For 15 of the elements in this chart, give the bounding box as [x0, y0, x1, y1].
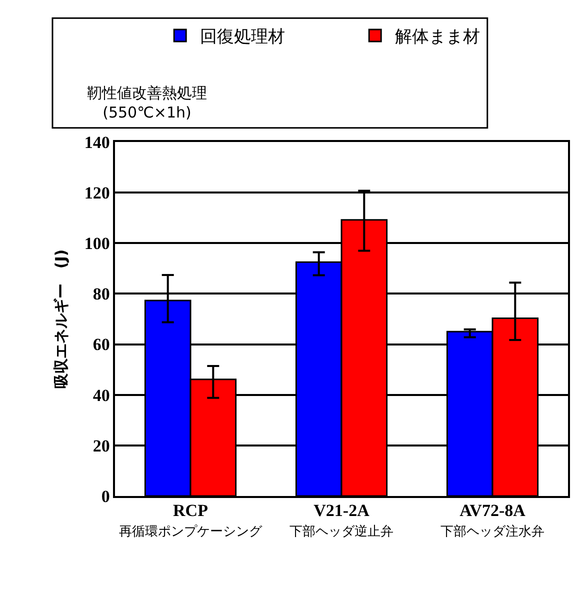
- y-tick-label: 80: [92, 284, 110, 304]
- legend-label: 回復処理材: [200, 27, 286, 48]
- y-tick-label: 100: [84, 234, 110, 254]
- text: 靭性値改善熱処理 (550℃×1h): [87, 84, 207, 122]
- y-tick-label: 60: [92, 335, 110, 354]
- x-tick-label: RCP 再循環ポンプケーシング: [119, 500, 263, 540]
- y-tick-label: 140: [84, 132, 110, 152]
- y-axis-title: 吸収エネルギー (J): [52, 249, 70, 389]
- y-tick-label: 20: [92, 436, 110, 456]
- x-tick-label: V21-2A 下部ヘッダ逆止弁: [290, 500, 394, 540]
- y-tick-label: 0: [101, 486, 110, 506]
- legend-label: 解体まま材: [395, 27, 480, 48]
- y-tick-label: 40: [92, 386, 110, 405]
- y-tick-label: 120: [84, 184, 110, 203]
- x-tick-label: AV72-8A 下部ヘッダ注水弁: [440, 500, 544, 540]
